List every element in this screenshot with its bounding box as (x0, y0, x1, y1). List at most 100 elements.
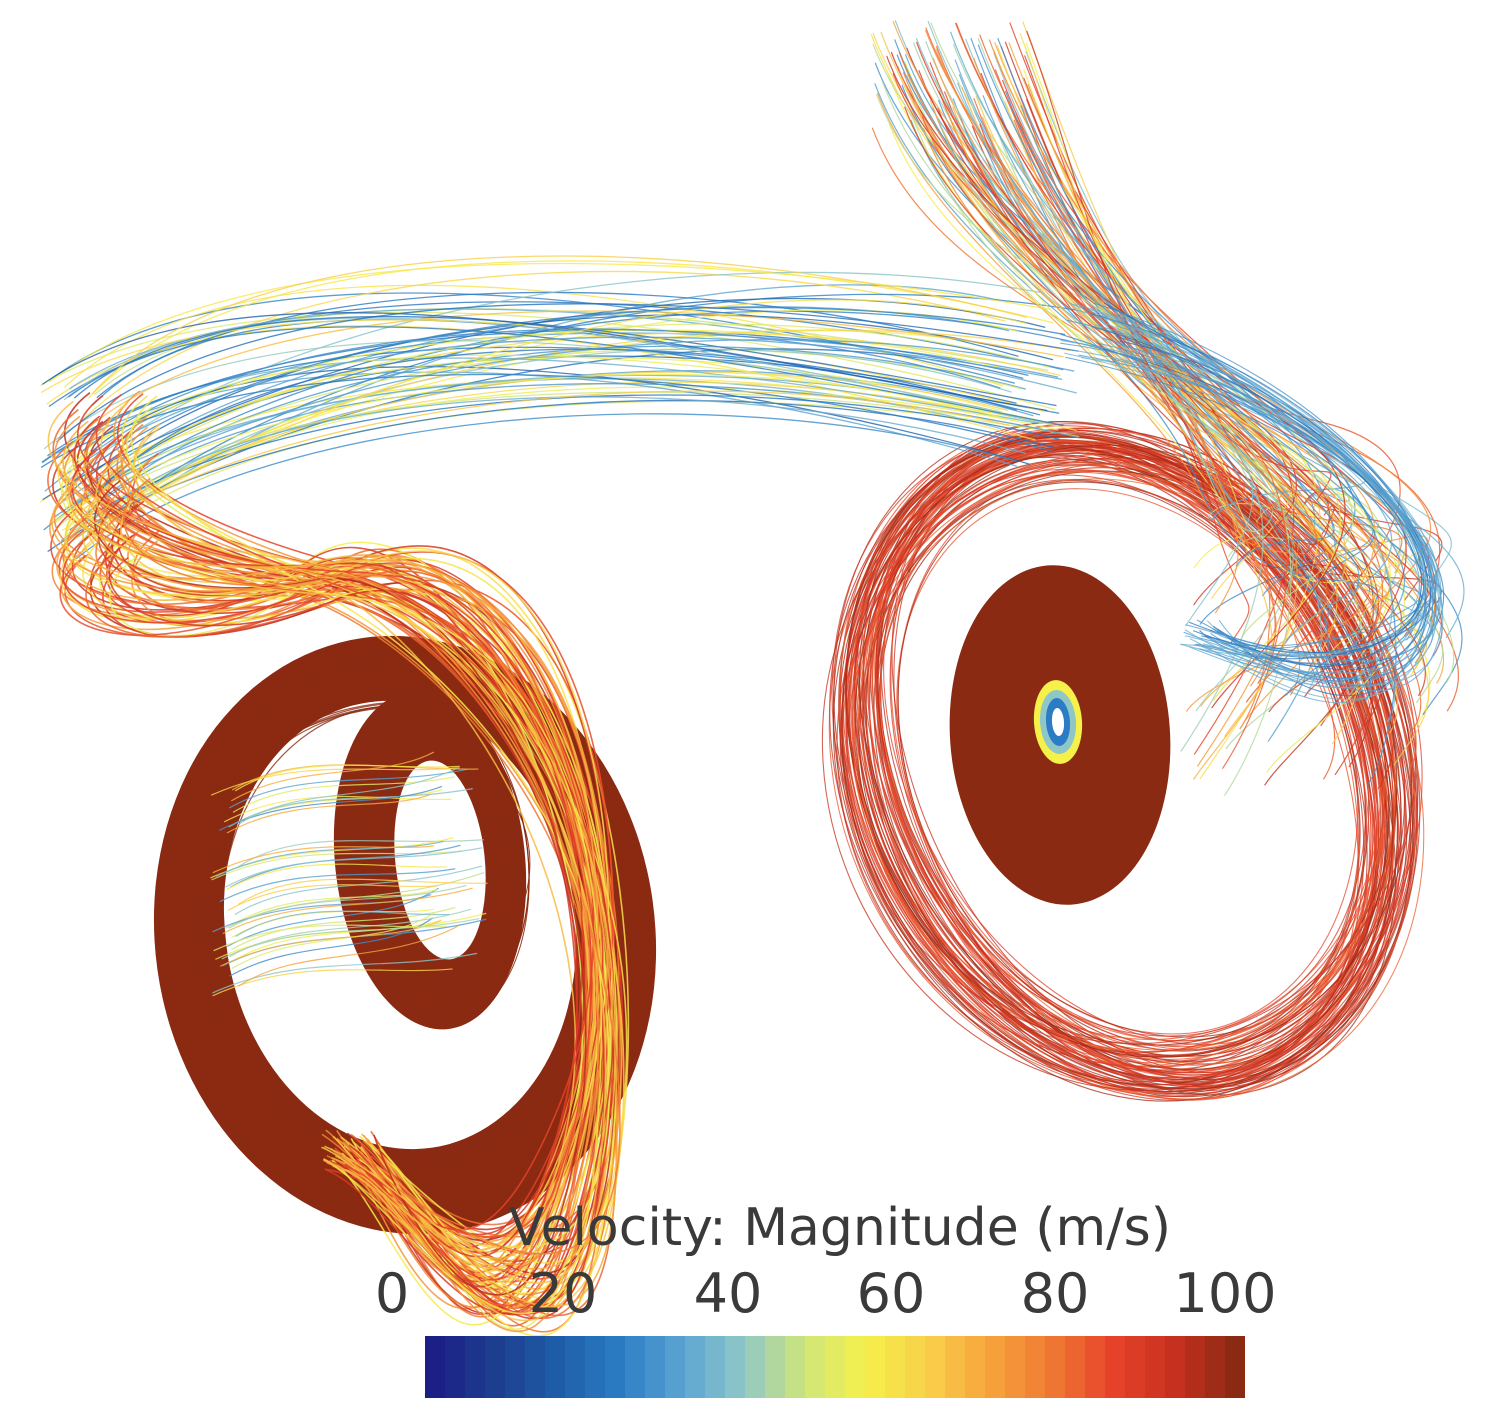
right-return-streamline (1094, 324, 1438, 689)
left-hub-streamline (361, 715, 519, 1005)
right-inlet-streamline (915, 37, 1393, 694)
right-hub-streamline (1018, 669, 1102, 801)
colorbar-segment (785, 1336, 806, 1398)
right-return-streamline (1073, 349, 1427, 689)
duct-streamline (88, 365, 1030, 465)
right-inlet-streamline (927, 20, 1254, 627)
colorbar-segment (1145, 1336, 1166, 1398)
left-swirl-streamline (68, 457, 599, 1259)
colorbar-segment (905, 1336, 926, 1398)
duct-streamline (44, 336, 1063, 492)
colorbar-segment (865, 1336, 886, 1398)
colorbar-segment (665, 1336, 686, 1398)
colorbar-segment (505, 1336, 526, 1398)
right-hub-streamline (1000, 641, 1120, 829)
right-volute-streamline (836, 453, 1419, 1083)
duct-streamline (80, 345, 1026, 520)
duct-streamline (40, 311, 1056, 411)
left-inflow-streamline (212, 952, 478, 994)
colorbar-tick-20: 20 (528, 1262, 598, 1325)
colorbar-segment (705, 1336, 726, 1398)
right-inlet-streamline (921, 116, 1288, 769)
right-inlet-streamline (982, 95, 1360, 612)
right-inlet-streamline (1026, 30, 1395, 790)
colorbar-segment (565, 1336, 586, 1398)
left-swirl-streamline (51, 482, 618, 1308)
colorbar-segment (485, 1336, 506, 1398)
duct-streamline (41, 311, 1048, 412)
colorbar-tick-80: 80 (1020, 1262, 1090, 1325)
left-inflow-streamline (211, 850, 463, 881)
colorbar-segment (425, 1336, 446, 1398)
left-inflow-streamline (238, 767, 459, 825)
right-return-streamline (1081, 357, 1426, 656)
left-inflow-streamline (212, 968, 453, 997)
left-inflow-streamline (231, 751, 435, 802)
right-volute-streamline (867, 452, 1379, 1051)
left-swirl-streamline (56, 526, 603, 1246)
left-inflow-streamline (228, 768, 468, 809)
duct-streamline (83, 299, 1028, 540)
duct-streamline (81, 371, 1009, 551)
colorbar-segment (465, 1336, 486, 1398)
right-inlet-streamline (888, 123, 1431, 726)
duct-streamline (41, 329, 1029, 463)
right-inlet-streamline (935, 79, 1274, 533)
left-swirl-streamline (64, 497, 613, 1249)
duct-streamline (40, 373, 1051, 468)
left-inflow-streamline (219, 920, 442, 967)
left-inflow-streamline (222, 887, 473, 935)
colorbar-segment (985, 1336, 1006, 1398)
right-volute-streamline (846, 462, 1423, 1068)
right-inlet-streamline (910, 119, 1465, 639)
right-inlet-streamline (935, 48, 1239, 614)
right-inlet-streamline (872, 43, 1292, 796)
left-swirl-streamline (59, 538, 610, 1253)
colorbar-segment (765, 1336, 786, 1398)
right-inlet-streamline (993, 49, 1424, 583)
duct-streamline (83, 400, 1080, 551)
left-swirl-streamline (123, 478, 621, 1255)
colorbar-segment (725, 1336, 746, 1398)
left-hub-streamline (377, 755, 503, 965)
left-volute-streamline (181, 672, 629, 1201)
left-volute-streamline (172, 704, 635, 1166)
colorbar-segment (745, 1336, 766, 1398)
left-inflow-streamline (219, 868, 456, 903)
right-hub-streamline (969, 592, 1151, 878)
right-inlet-streamline (939, 122, 1264, 752)
left-inflow-streamline (215, 840, 444, 877)
left-volute-streamline (169, 685, 635, 1182)
colorbar-segment (845, 1336, 866, 1398)
left-inflow-streamline (221, 917, 480, 960)
right-hub-streamline (987, 620, 1133, 850)
left-inflow-streamline (212, 845, 435, 874)
left-hub-streamline (393, 759, 487, 961)
right-inlet-streamline (981, 116, 1298, 780)
colorbar-segment (445, 1336, 466, 1398)
left-inflow-streamline (225, 847, 483, 888)
right-inlet-streamline (973, 97, 1328, 628)
colorbar-segment (1225, 1336, 1245, 1398)
right-hub-streamline (964, 585, 1156, 885)
left-swirl-streamline (57, 434, 603, 1315)
left-hub-void (394, 760, 486, 960)
right-inlet-streamline (1023, 69, 1405, 774)
colorbar-segment (645, 1336, 666, 1398)
left-swirl-streamline (74, 415, 615, 1314)
right-inlet-streamline (890, 51, 1363, 583)
colorbar-title: Velocity: Magnitude (m/s) (508, 1198, 1172, 1258)
colorbar-tick-0: 0 (374, 1262, 410, 1325)
colorbar-segment (1125, 1336, 1146, 1398)
duct-streamline (74, 413, 1017, 561)
colorbar-segment (965, 1336, 986, 1398)
colorbar-segment (1085, 1336, 1106, 1398)
colorbar-segment (925, 1336, 946, 1398)
right-inlet-streamline (1019, 32, 1341, 701)
left-volute-streamline (161, 704, 653, 1167)
left-inflow-streamline (226, 887, 439, 947)
right-return-streamline (1093, 302, 1434, 687)
left-hub-streamline (380, 721, 500, 999)
left-hub-streamline (355, 700, 525, 1020)
right-inlet-streamline (898, 51, 1321, 666)
